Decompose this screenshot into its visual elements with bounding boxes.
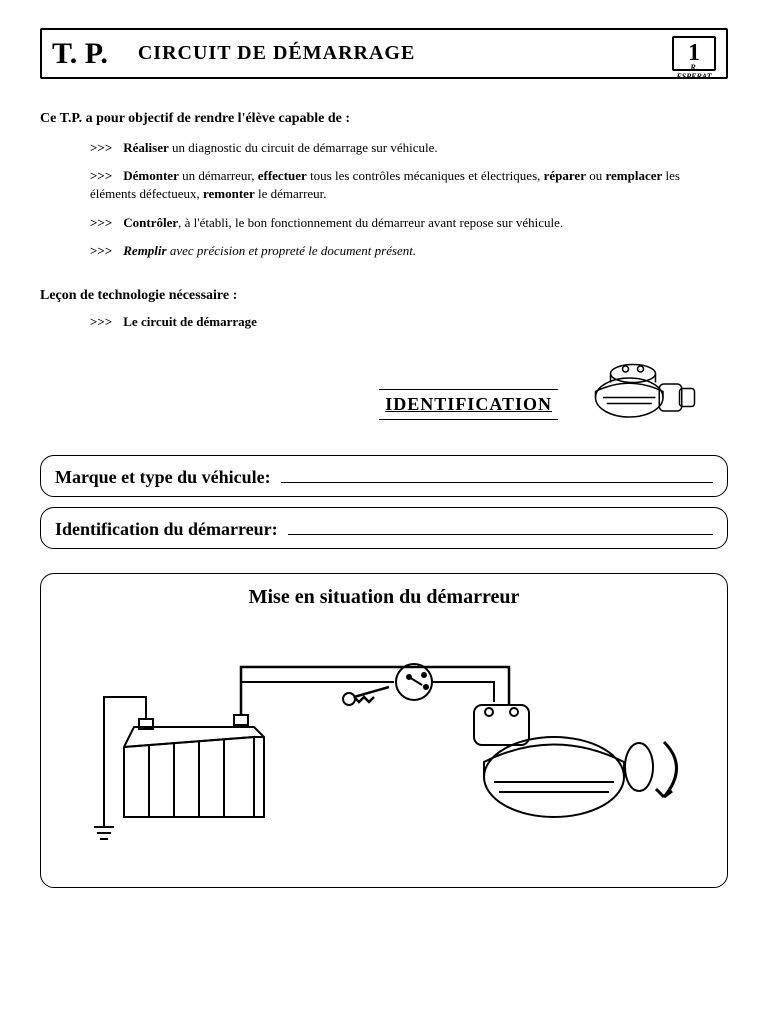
objective-item: >>> Contrôler, à l'établi, le bon foncti…	[90, 214, 728, 232]
objective-item: >>> Remplir avec précision et propreté l…	[90, 242, 728, 260]
lesson-heading: Leçon de technologie nécessaire :	[40, 288, 728, 304]
objective-text: Réaliser un diagnostic du circuit de dém…	[123, 140, 437, 155]
tp-label: T. P.	[52, 37, 108, 71]
header-box: T. P. CIRCUIT DE DÉMARRAGE 1 R. ESPERAT	[40, 28, 728, 79]
identification-row: IDENTIFICATION	[40, 350, 728, 435]
header-title: CIRCUIT DE DÉMARRAGE	[138, 42, 672, 65]
page-number-box: 1 R. ESPERAT	[672, 36, 716, 71]
battery-icon	[124, 715, 264, 817]
situation-box: Mise en situation du démarreur	[40, 573, 728, 888]
arrow-icon: >>>	[90, 214, 120, 232]
switch-to-starter-wire	[432, 682, 494, 702]
vehicle-input-line[interactable]	[281, 464, 713, 483]
starter-id-label: Identification du démarreur:	[55, 519, 278, 540]
starter-motor-diagram	[474, 705, 677, 817]
starter-id-input-line[interactable]	[288, 516, 713, 535]
intro-text: Ce T.P. a pour objectif de rendre l'élèv…	[40, 111, 728, 127]
objectives-list: >>> Réaliser un diagnostic du circuit de…	[90, 139, 728, 260]
arrow-icon: >>>	[90, 242, 120, 260]
objective-item: >>> Démonter un démarreur, effectuer tou…	[90, 167, 728, 203]
document-page: T. P. CIRCUIT DE DÉMARRAGE 1 R. ESPERAT …	[0, 0, 768, 1024]
objective-text: Contrôler, à l'établi, le bon fonctionne…	[123, 215, 563, 230]
identification-heading: IDENTIFICATION	[379, 389, 558, 420]
objective-item: >>> Réaliser un diagnostic du circuit de…	[90, 139, 728, 157]
vehicle-box: Marque et type du véhicule:	[40, 455, 728, 497]
objective-text: Démonter un démarreur, effectuer tous le…	[90, 168, 680, 201]
vehicle-label: Marque et type du véhicule:	[55, 467, 271, 488]
arrow-icon: >>>	[90, 167, 120, 185]
arrow-icon: >>>	[90, 314, 120, 330]
objective-text: Remplir avec précision et propreté le do…	[123, 243, 416, 258]
lesson-item: >>> Le circuit de démarrage	[90, 314, 728, 330]
starter-motor-icon	[588, 350, 708, 435]
arrow-icon: >>>	[90, 139, 120, 157]
situation-title: Mise en situation du démarreur	[55, 586, 713, 609]
ground-symbol	[94, 827, 114, 839]
ignition-key-icon	[343, 664, 432, 705]
starter-id-box: Identification du démarreur:	[40, 507, 728, 549]
lesson-text: Le circuit de démarrage	[123, 314, 257, 329]
circuit-diagram	[55, 627, 713, 867]
author-credit: R. ESPERAT	[674, 63, 714, 81]
